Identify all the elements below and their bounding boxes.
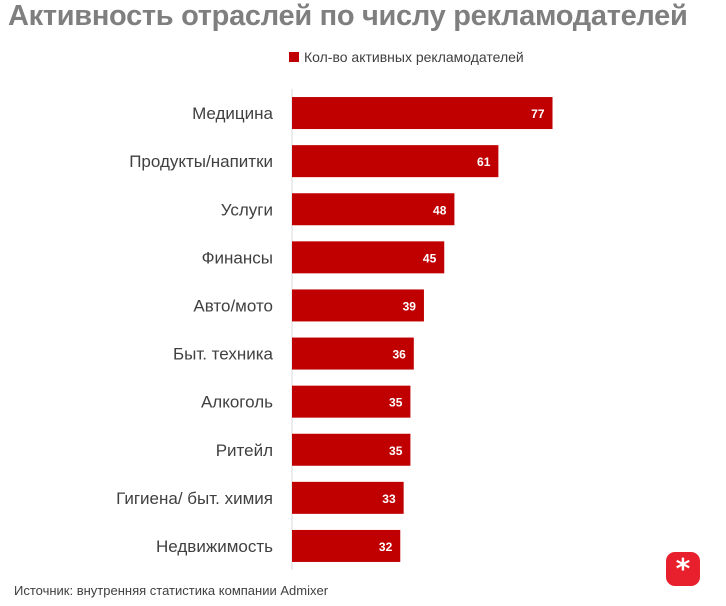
bar bbox=[292, 241, 445, 274]
category-label: Ритейл bbox=[216, 441, 273, 460]
category-label: Недвижимость bbox=[156, 537, 273, 556]
data-label: 33 bbox=[382, 492, 396, 506]
data-label: 36 bbox=[392, 348, 406, 362]
legend-swatch bbox=[289, 52, 299, 62]
category-label: Гигиена/ быт. химия bbox=[116, 489, 273, 508]
data-label: 77 bbox=[531, 107, 545, 121]
legend: Кол-во активных рекламодателей bbox=[289, 49, 524, 65]
data-label: 35 bbox=[389, 444, 403, 458]
bar bbox=[292, 289, 424, 322]
bar bbox=[292, 145, 499, 178]
bar bbox=[292, 529, 401, 562]
source-note: Источник: внутренняя статистика компании… bbox=[14, 583, 329, 598]
category-label: Финансы bbox=[202, 248, 273, 267]
bar bbox=[292, 481, 404, 514]
data-label: 45 bbox=[423, 251, 437, 265]
category-label: Алкоголь bbox=[201, 393, 273, 412]
data-label: 32 bbox=[379, 540, 393, 554]
bar bbox=[292, 193, 455, 226]
bar bbox=[292, 385, 411, 418]
asterisk-logo-icon: * bbox=[666, 552, 700, 586]
category-label: Авто/мото bbox=[193, 296, 273, 315]
category-label: Быт. техника bbox=[173, 345, 274, 364]
bar bbox=[292, 337, 414, 370]
data-label: 35 bbox=[389, 396, 403, 410]
category-label: Медицина bbox=[192, 104, 273, 123]
data-label: 39 bbox=[403, 299, 417, 313]
data-label: 48 bbox=[433, 203, 447, 217]
data-label: 61 bbox=[477, 155, 491, 169]
chart-title: Активность отраслей по числу рекламодате… bbox=[8, 0, 688, 32]
category-label: Продукты/напитки bbox=[129, 152, 273, 171]
bar bbox=[292, 97, 553, 130]
legend-label: Кол-во активных рекламодателей bbox=[304, 49, 524, 65]
category-label: Услуги bbox=[221, 200, 273, 219]
bar bbox=[292, 433, 411, 466]
